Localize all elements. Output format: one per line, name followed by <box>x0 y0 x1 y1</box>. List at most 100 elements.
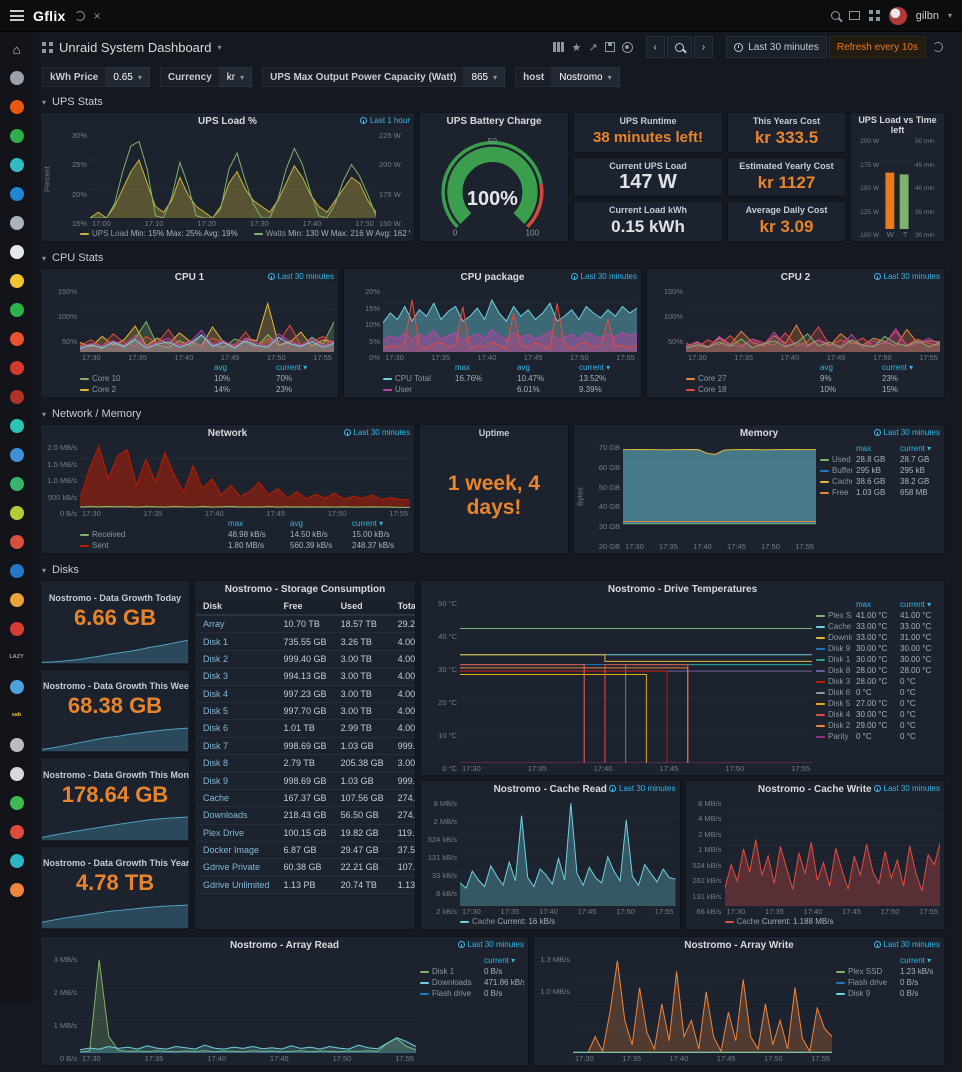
sidebar-item-app-lime[interactable] <box>9 505 25 521</box>
legend-column-header[interactable]: avg <box>820 362 878 373</box>
legend-item[interactable]: Disk 1 <box>816 654 852 665</box>
legend-item[interactable]: Cached <box>820 476 852 487</box>
dashboard-picker-icon[interactable] <box>42 42 53 53</box>
legend-column-header[interactable]: current ▾ <box>276 362 334 373</box>
legend-item[interactable]: Cache <box>816 621 852 632</box>
column-header-total[interactable]: Total <box>391 598 415 615</box>
legend-item[interactable]: Disk 9 <box>816 643 852 654</box>
legend-item[interactable]: Disk 4 <box>816 709 852 720</box>
sidebar-item-app-dark-red[interactable] <box>9 389 25 405</box>
panel-title[interactable]: Nostromo - Data Growth Today <box>47 593 183 603</box>
panel-title[interactable]: Current Load kWh <box>607 205 689 215</box>
plot-area[interactable] <box>880 138 914 229</box>
legend-item[interactable]: Core 18 <box>686 384 816 395</box>
username[interactable]: gilbn <box>916 10 939 22</box>
legend-item[interactable]: Disk 2 <box>816 720 852 731</box>
plot-area[interactable] <box>80 287 334 352</box>
legend-column-header[interactable]: avg <box>290 518 348 529</box>
legend-column-header[interactable]: current ▾ <box>882 362 940 373</box>
plot-area[interactable] <box>80 443 410 508</box>
legend-item[interactable]: UPS Load Min: 15% Max: 25% Avg: 19% <box>80 228 238 239</box>
legend-item[interactable]: User <box>383 384 451 395</box>
menu-icon[interactable] <box>10 10 24 21</box>
legend-column-header[interactable]: current ▾ <box>900 955 940 966</box>
column-header-used[interactable]: Used <box>334 598 391 615</box>
variable-value-dropdown[interactable]: 865▾ <box>464 67 505 87</box>
sidebar-item-app-yellow[interactable] <box>9 273 25 289</box>
legend-item[interactable]: Disk 9 <box>836 988 896 999</box>
sidebar-item-app-blue-drop[interactable] <box>9 447 25 463</box>
legend-item[interactable]: Buffered <box>820 465 852 476</box>
refresh-icon[interactable] <box>933 42 943 52</box>
time-range-button[interactable]: Last 30 minutes <box>726 36 827 58</box>
plot-area[interactable] <box>90 131 376 218</box>
legend-item[interactable]: Downloads <box>420 977 480 988</box>
panel-title[interactable]: Nostromo - Storage Consumption <box>225 584 386 595</box>
kiosk-icon[interactable] <box>849 11 860 20</box>
search-icon[interactable] <box>831 11 840 20</box>
sidebar-item-app-red-green[interactable] <box>9 534 25 550</box>
panel-title[interactable]: Nostromo - Drive Temperatures <box>608 584 757 595</box>
sidebar-item-app-lazy[interactable]: LAZY <box>9 650 25 666</box>
variable-value-dropdown[interactable]: kr▾ <box>220 67 252 87</box>
legend-item[interactable]: Disk 3 <box>816 676 852 687</box>
legend-column-header[interactable]: current ▾ <box>579 362 637 373</box>
legend-item[interactable]: Parity <box>816 731 852 742</box>
legend-item[interactable]: Plex SSD <box>836 966 896 977</box>
legend-item[interactable]: Watts Min: 130 W Max: 216 W Avg: 162 W <box>254 228 410 239</box>
plot-area[interactable] <box>725 799 941 906</box>
sidebar-item-app-orange-diamond[interactable] <box>9 592 25 608</box>
plot-area[interactable] <box>686 287 940 352</box>
legend-item[interactable]: Core 2 <box>80 384 210 395</box>
sidebar-item-app-water[interactable] <box>9 679 25 695</box>
panel-title[interactable]: Estimated Yearly Cost <box>737 161 835 171</box>
legend-item[interactable]: Disk 1 <box>420 966 480 977</box>
legend-item[interactable]: Flash drive <box>836 977 896 988</box>
legend-item[interactable]: Cache Current: 16 kB/s <box>460 916 555 927</box>
sidebar-item-home[interactable]: ⌂ <box>9 41 25 57</box>
settings-icon[interactable] <box>622 42 633 53</box>
sidebar-item-app-green-swirl[interactable] <box>9 302 25 318</box>
cycle-icon[interactable] <box>75 11 85 21</box>
sidebar-item-app-orange-flame[interactable] <box>9 331 25 347</box>
sidebar-item-app-grey-building[interactable] <box>9 737 25 753</box>
legend-item[interactable]: Received <box>80 529 224 540</box>
legend-item[interactable]: Free <box>820 487 852 498</box>
sidebar-item-app-teal-2[interactable] <box>9 853 25 869</box>
sidebar-item-settings[interactable] <box>9 70 25 86</box>
legend-item[interactable]: Sent <box>80 540 224 551</box>
panel-title[interactable]: CPU 2 <box>781 272 810 283</box>
column-header-disk[interactable]: Disk <box>196 598 277 615</box>
sidebar-item-app-orange-2[interactable] <box>9 882 25 898</box>
legend-column-header[interactable]: avg <box>214 362 272 373</box>
panel-title[interactable]: Network <box>208 428 247 439</box>
plot-area[interactable] <box>383 287 637 352</box>
legend-item[interactable]: Cache Current: 1.188 MB/s <box>725 916 834 927</box>
panel-title[interactable]: UPS Battery Charge <box>446 116 541 127</box>
panel-title[interactable]: This Years Cost <box>751 116 822 126</box>
variable-value-dropdown[interactable]: 0.65▾ <box>106 67 149 87</box>
sidebar-item-app-teal-eye[interactable] <box>9 418 25 434</box>
legend-column-header[interactable]: max <box>228 518 286 529</box>
section-ups-stats[interactable]: ▾ UPS Stats <box>40 92 945 112</box>
legend-item[interactable]: Core 10 <box>80 373 210 384</box>
save-icon[interactable] <box>605 42 615 52</box>
panel-title[interactable]: CPU 1 <box>175 272 204 283</box>
panel-title[interactable]: Nostromo - Array Write <box>684 940 793 951</box>
plot-area[interactable] <box>460 599 812 763</box>
plot-area[interactable] <box>623 443 816 541</box>
legend-column-header[interactable]: max <box>856 443 896 454</box>
share-icon[interactable]: ↗ <box>588 41 597 54</box>
panel-title[interactable]: Nostromo - Data Growth This Week <box>41 681 189 691</box>
panel-title[interactable]: Nostromo - Data Growth This Month <box>41 770 189 780</box>
star-icon[interactable]: ★ <box>571 41 581 54</box>
